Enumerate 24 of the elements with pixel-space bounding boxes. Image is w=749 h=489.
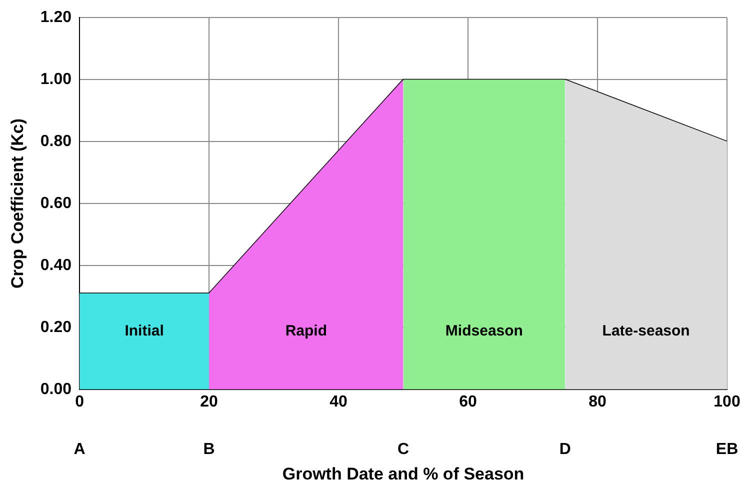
y-tick-label: 0.60 bbox=[40, 194, 72, 212]
y-axis-title: Crop Coefficient (Kc) bbox=[8, 118, 27, 288]
y-tick-label: 0.00 bbox=[40, 380, 72, 398]
text: C bbox=[397, 440, 410, 458]
x-tick-label: 20 bbox=[200, 393, 218, 410]
y-tick-label: 0.40 bbox=[40, 256, 72, 274]
series-label: Rapid bbox=[285, 322, 327, 340]
y-tick-label: 0.80 bbox=[40, 132, 72, 150]
x-tick-label: 100 bbox=[714, 393, 740, 410]
y-tick-label: 1.00 bbox=[40, 70, 72, 88]
text: EB bbox=[716, 440, 738, 458]
text: A bbox=[74, 440, 86, 458]
text: D bbox=[559, 440, 571, 458]
series-label: Late-season bbox=[602, 322, 690, 340]
y-tick-label: 1.20 bbox=[40, 9, 72, 26]
y-tick-label: 0.20 bbox=[40, 318, 72, 336]
series-label: Initial bbox=[124, 322, 164, 340]
x-tick-label: 40 bbox=[330, 393, 348, 410]
x-tick-label: 0 bbox=[75, 393, 84, 410]
x-tick-label: 80 bbox=[588, 393, 607, 410]
text: B bbox=[203, 440, 215, 458]
x-axis-title: Growth Date and % of Season bbox=[282, 464, 524, 484]
x-tick-label: 60 bbox=[459, 393, 478, 410]
series-label: Midseason bbox=[445, 322, 523, 340]
